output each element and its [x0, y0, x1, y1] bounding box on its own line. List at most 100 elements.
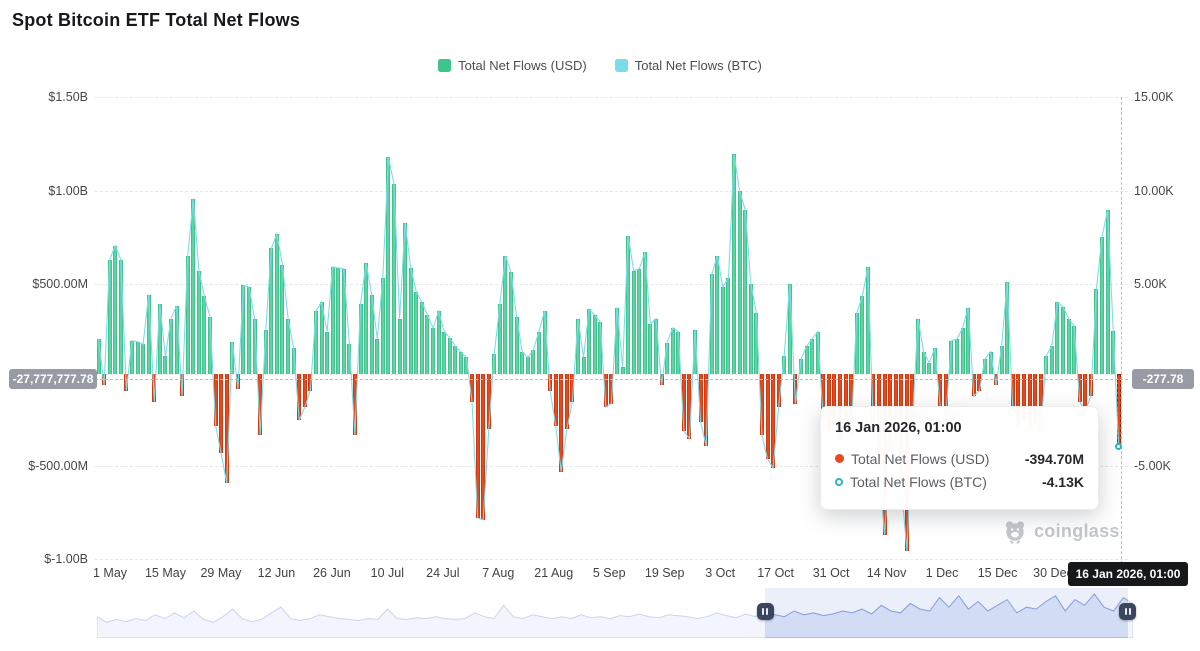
- bar[interactable]: [386, 157, 391, 374]
- bar[interactable]: [748, 283, 753, 374]
- bar[interactable]: [436, 311, 441, 374]
- bar[interactable]: [1100, 237, 1104, 374]
- bar[interactable]: [124, 374, 129, 391]
- bar[interactable]: [447, 338, 452, 374]
- bar[interactable]: [286, 318, 291, 374]
- bar[interactable]: [129, 340, 134, 374]
- navigator-right-handle[interactable]: [1119, 603, 1137, 620]
- bar[interactable]: [391, 183, 396, 374]
- bar[interactable]: [798, 359, 803, 374]
- bar[interactable]: [196, 270, 201, 374]
- bar[interactable]: [765, 374, 770, 459]
- bar[interactable]: [113, 245, 118, 374]
- bar[interactable]: [988, 351, 993, 374]
- bar[interactable]: [999, 346, 1004, 374]
- bar[interactable]: [180, 374, 185, 397]
- bar[interactable]: [442, 331, 447, 374]
- bar[interactable]: [960, 327, 965, 374]
- bar[interactable]: [865, 266, 870, 374]
- bar[interactable]: [336, 267, 341, 374]
- bar[interactable]: [107, 259, 112, 374]
- bar[interactable]: [1094, 289, 1099, 374]
- bar[interactable]: [408, 267, 413, 374]
- bar[interactable]: [96, 338, 101, 374]
- bar[interactable]: [419, 302, 424, 374]
- bar[interactable]: [860, 296, 865, 374]
- bar[interactable]: [297, 374, 302, 421]
- bar[interactable]: [174, 305, 179, 374]
- bar[interactable]: [208, 316, 212, 374]
- bar[interactable]: [453, 346, 458, 374]
- bar[interactable]: [620, 366, 625, 374]
- bar[interactable]: [1066, 318, 1071, 374]
- bar[interactable]: [141, 344, 146, 374]
- legend-item-usd[interactable]: Total Net Flows (USD): [438, 58, 587, 73]
- bar[interactable]: [815, 331, 820, 374]
- bar[interactable]: [542, 311, 547, 374]
- bar[interactable]: [431, 327, 435, 374]
- bar[interactable]: [955, 338, 960, 374]
- bar[interactable]: [598, 322, 603, 374]
- bar[interactable]: [235, 374, 240, 389]
- bar[interactable]: [587, 309, 592, 374]
- bar[interactable]: [308, 374, 313, 391]
- bar[interactable]: [553, 374, 558, 426]
- bar[interactable]: [614, 307, 619, 374]
- bar[interactable]: [726, 278, 731, 374]
- bar[interactable]: [258, 374, 263, 435]
- bar[interactable]: [581, 357, 586, 374]
- bar[interactable]: [754, 313, 759, 374]
- bar[interactable]: [648, 324, 653, 374]
- bar[interactable]: [759, 374, 764, 435]
- bar[interactable]: [347, 344, 352, 374]
- bar[interactable]: [325, 331, 330, 374]
- bar[interactable]: [230, 341, 235, 374]
- bar[interactable]: [687, 374, 692, 439]
- bar[interactable]: [219, 374, 224, 454]
- bar[interactable]: [241, 285, 246, 374]
- bar[interactable]: [263, 329, 268, 374]
- legend-item-btc[interactable]: Total Net Flows (BTC): [614, 58, 762, 73]
- bar[interactable]: [575, 318, 580, 374]
- bar[interactable]: [982, 359, 987, 374]
- bar[interactable]: [966, 307, 971, 374]
- bar[interactable]: [1111, 330, 1116, 374]
- bar[interactable]: [693, 329, 698, 374]
- bar[interactable]: [1049, 346, 1054, 374]
- bar[interactable]: [213, 374, 218, 426]
- bar[interactable]: [977, 374, 982, 391]
- bar[interactable]: [375, 338, 380, 374]
- bar[interactable]: [592, 314, 597, 374]
- bar[interactable]: [698, 374, 703, 422]
- bar[interactable]: [743, 209, 748, 374]
- bar[interactable]: [118, 259, 123, 374]
- bar[interactable]: [531, 350, 536, 374]
- bar[interactable]: [481, 374, 486, 520]
- bar[interactable]: [157, 303, 162, 374]
- bar[interactable]: [932, 348, 937, 374]
- bar[interactable]: [313, 311, 318, 374]
- bar[interactable]: [403, 222, 408, 374]
- bar[interactable]: [525, 357, 530, 374]
- bar[interactable]: [514, 316, 519, 374]
- bar[interactable]: [503, 255, 508, 374]
- bar[interactable]: [224, 374, 229, 483]
- bar[interactable]: [810, 338, 815, 374]
- bar[interactable]: [414, 291, 419, 374]
- bar[interactable]: [676, 331, 681, 374]
- bar[interactable]: [536, 331, 541, 374]
- bar[interactable]: [425, 314, 430, 374]
- bar[interactable]: [709, 274, 714, 374]
- bar[interactable]: [358, 303, 363, 374]
- bar[interactable]: [1072, 326, 1077, 374]
- bar[interactable]: [202, 296, 207, 374]
- bar[interactable]: [921, 351, 926, 374]
- bar[interactable]: [771, 374, 776, 469]
- bar[interactable]: [916, 318, 921, 374]
- bar[interactable]: [352, 374, 357, 435]
- navigator-left-handle[interactable]: [756, 603, 774, 620]
- bar[interactable]: [548, 374, 553, 391]
- bar[interactable]: [1005, 281, 1010, 374]
- bar[interactable]: [509, 272, 514, 374]
- bar[interactable]: [1060, 306, 1065, 374]
